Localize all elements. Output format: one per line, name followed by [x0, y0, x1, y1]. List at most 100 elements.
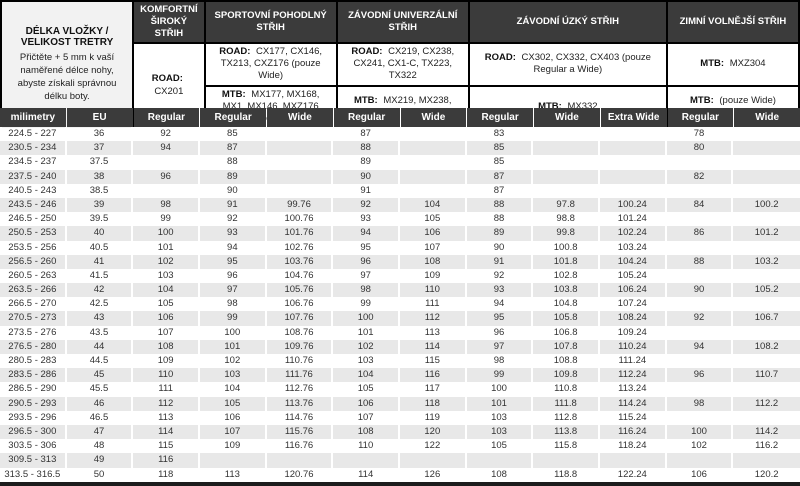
table-cell: 99	[333, 297, 400, 312]
table-cell: 105	[133, 297, 200, 312]
table-cell: 105	[333, 382, 400, 397]
table-cell	[733, 382, 800, 396]
table-cell: 115.24	[600, 410, 667, 425]
table-cell: 110.76	[267, 354, 334, 369]
table-cell: 96	[133, 169, 200, 184]
table-cell	[600, 155, 667, 170]
column-header-eu: EU	[66, 108, 133, 127]
table-cell	[533, 127, 600, 142]
category-title-zimni: ZIMNÍ VOLNĚJŠÍ STŘIH	[667, 2, 798, 42]
table-cell	[200, 453, 267, 468]
table-cell: 114.2	[755, 425, 779, 437]
table-cell: 103.8	[533, 283, 600, 298]
table-cell: 96	[467, 325, 534, 340]
table-cell: 103	[467, 424, 534, 440]
table-cell	[533, 453, 600, 468]
table-cell: 88	[200, 155, 267, 170]
table-cell: 280.5 - 283	[0, 354, 67, 369]
column-header-uzky-extra-wide: Extra Wide	[600, 108, 667, 127]
table-row: 313.5 - 316.5 50 118 113 120.76 114 126 108 118.…	[0, 467, 800, 482]
table-cell: 113.8	[533, 424, 600, 440]
table-cell: 293.5 - 296	[0, 410, 67, 425]
table-cell: 107.24	[600, 297, 667, 312]
table-cell	[400, 127, 467, 142]
table-cell: 97	[467, 339, 534, 354]
table-cell: 100.2	[754, 198, 779, 210]
table-cell: 96	[333, 254, 400, 269]
table-cell	[467, 453, 534, 468]
table-cell: 99.8	[533, 226, 600, 241]
table-cell: 118	[400, 396, 467, 411]
table-cell	[667, 240, 734, 255]
table-cell: 122	[400, 439, 467, 454]
table-row: 253.5 - 256 40.5 101 94 102.76 95 107 90 100.8 10…	[0, 240, 800, 255]
table-cell: 98	[467, 354, 534, 369]
table-cell: 100	[333, 311, 400, 326]
table-cell: 38.5	[67, 183, 134, 198]
table-cell	[533, 169, 600, 184]
table-cell: 101.2	[754, 227, 779, 239]
table-cell: 100	[467, 382, 534, 397]
table-cell: 40.5	[67, 240, 134, 255]
table-cell: 106	[133, 311, 200, 326]
table-cell	[733, 269, 800, 283]
table-cell: 106	[667, 467, 734, 482]
size-table-body: 224.5 - 227 36 92 85 87 83 78 230.5 - 234 37 94 87…	[0, 127, 800, 482]
table-cell: 115.76	[267, 424, 334, 440]
table-cell: 108	[400, 254, 467, 269]
table-cell: 106.7	[754, 312, 779, 324]
table-cell: 101.8	[533, 254, 600, 269]
table-cell: 46	[67, 396, 134, 411]
table-cell: 92	[667, 311, 734, 326]
table-row: 237.5 - 240 38 96 89 90 87 82	[0, 169, 800, 184]
table-row: 243.5 - 246 39 98 91 99.76 92 104 88 97.8 100.24 8…	[0, 197, 800, 213]
table-cell: 45	[67, 368, 134, 383]
table-cell: 290.5 - 293	[0, 396, 67, 411]
table-cell: 100	[133, 226, 200, 241]
table-cell	[333, 453, 400, 468]
table-cell: 94	[200, 240, 267, 255]
table-cell	[667, 212, 734, 227]
left-panel-description: Přičtěte + 5 mm k vaší naměřené délce no…	[17, 52, 117, 102]
table-cell: 100.8	[533, 240, 600, 255]
table-cell: 114.24	[600, 396, 667, 411]
table-cell: 93	[200, 226, 267, 241]
table-cell: 92	[333, 197, 400, 213]
table-cell: 99	[200, 311, 267, 326]
model-prefix: ROAD:	[484, 51, 516, 63]
table-cell: 39	[67, 197, 134, 213]
model-list: CX219, CX238, CX241, CX1-C, TX223, TX322	[353, 45, 455, 82]
table-cell: 113.76	[267, 396, 334, 411]
table-cell: 120.2	[754, 468, 779, 480]
table-cell	[267, 169, 334, 184]
table-cell: 102	[200, 354, 267, 369]
table-cell: 102	[133, 254, 200, 269]
table-row: 303.5 - 306 48 115 109 116.76 110 122 105 115.8 1…	[0, 439, 800, 454]
table-cell: 118	[133, 467, 200, 482]
table-cell: 97	[200, 283, 267, 298]
table-cell: 110	[133, 368, 200, 383]
table-cell: 273.5 - 276	[0, 325, 67, 340]
table-cell: 313.5 - 316.5	[0, 467, 67, 482]
table-cell: 108.8	[533, 354, 600, 369]
table-cell	[267, 127, 334, 142]
table-cell: 85	[467, 155, 534, 170]
table-row: 260.5 - 263 41.5 103 96 104.76 97 109 92 102.8 10…	[0, 268, 800, 284]
table-cell: 115.8	[533, 439, 600, 454]
table-row: 283.5 - 286 45 110 103 111.76 104 116 99 109.8 11…	[0, 368, 800, 383]
table-cell: 286.5 - 290	[0, 382, 67, 397]
table-cell: 97	[333, 268, 400, 284]
table-cell: 296.5 - 300	[0, 424, 67, 440]
column-header-sportovni-wide: Wide	[267, 108, 333, 127]
table-cell: 91	[467, 254, 534, 269]
table-cell: 42.5	[67, 297, 134, 312]
table-cell: 88	[667, 254, 734, 269]
table-cell: 276.5 - 280	[0, 339, 67, 354]
table-cell: 122.24	[600, 467, 667, 482]
table-cell: 96	[200, 268, 267, 284]
table-cell: 114	[400, 339, 467, 354]
table-cell: 41	[67, 254, 134, 269]
table-cell: 97.8	[533, 197, 600, 213]
table-cell: 240.5 - 243	[0, 183, 67, 198]
